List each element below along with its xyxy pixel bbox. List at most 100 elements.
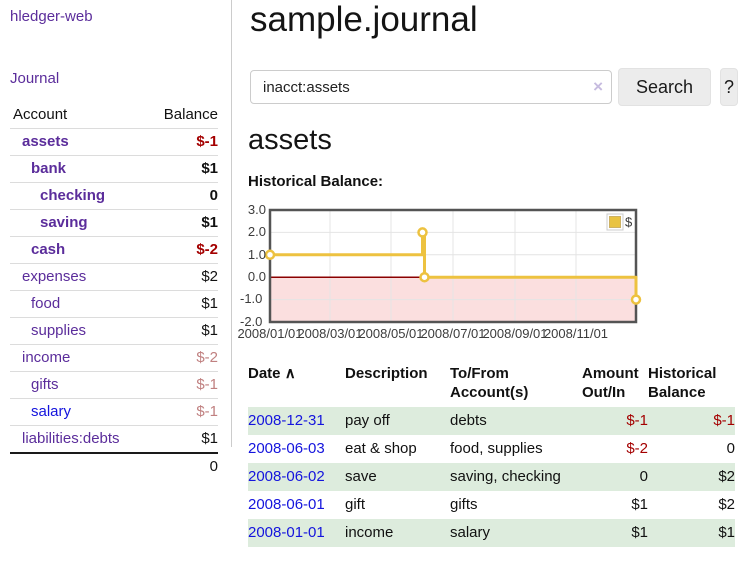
account-page-title: assets	[248, 124, 332, 156]
x-tick: 2008/09/01	[482, 326, 548, 341]
amount-column-header: Amount Out/In	[582, 365, 639, 401]
account-row: income $-2	[10, 344, 218, 372]
transaction-description: save	[345, 463, 450, 491]
sidebar-header-row: Account Balance	[10, 102, 218, 129]
app-title-link[interactable]: hledger-web	[10, 8, 93, 25]
account-row: bank $1	[10, 155, 218, 183]
account-link-cash[interactable]: cash	[31, 241, 66, 258]
account-balance: $2	[149, 263, 218, 291]
x-tick: 2008/11/01	[543, 326, 609, 341]
plot-border	[268, 208, 638, 324]
transaction-amount: 0	[582, 463, 648, 491]
transaction-description: eat & shop	[345, 440, 417, 457]
account-row: checking 0	[10, 182, 218, 210]
transaction-date-link[interactable]: 2008-12-31	[248, 412, 325, 429]
transaction-balance: $2	[648, 463, 735, 491]
x-tick: 2008/01/01	[237, 326, 303, 341]
x-tick: 2008/03/01	[297, 326, 363, 341]
transaction-amount: $-2	[626, 440, 648, 457]
x-tick: 2008/07/01	[420, 326, 486, 341]
legend-swatch	[609, 216, 621, 228]
account-balance: $-1	[149, 128, 218, 156]
transaction-description: gift	[345, 496, 366, 513]
transaction-accounts: saving, checking	[450, 463, 582, 491]
accounts-column-header: To/From Account(s)	[450, 365, 529, 401]
search-input[interactable]	[250, 70, 612, 104]
chart-legend: $	[606, 213, 633, 231]
y-tick: -1.0	[240, 291, 263, 306]
account-balance: $1	[149, 155, 218, 183]
account-link-income[interactable]: income	[22, 349, 71, 366]
chart-title: Historical Balance:	[248, 173, 384, 190]
account-balance: $1	[149, 317, 218, 345]
transaction-date-link[interactable]: 2008-06-03	[248, 440, 325, 457]
transaction-row: 2008-06-03 eat & shop food, supplies $-2…	[248, 435, 735, 463]
y-tick: -2.0	[240, 314, 263, 329]
page-title: sample.journal	[250, 0, 478, 39]
transaction-amount: $1	[631, 496, 648, 513]
description-column-header: Description	[345, 365, 428, 382]
account-link-supplies[interactable]: supplies	[31, 322, 87, 339]
transaction-accounts: food, supplies	[450, 440, 543, 457]
transaction-amount: $-1	[582, 407, 648, 435]
transaction-accounts: gifts	[450, 496, 478, 513]
sidebar-total-row: 0	[10, 453, 218, 480]
account-link-liabilities-debts[interactable]: liabilities:debts	[22, 430, 120, 447]
help-button[interactable]: ?	[720, 68, 738, 106]
transaction-row: 2008-06-02 save saving, checking 0 $2	[248, 463, 735, 491]
account-link-food[interactable]: food	[31, 295, 61, 312]
transaction-amount: $1	[582, 519, 648, 547]
sort-ascending-icon: ∧	[284, 365, 296, 382]
register-table: Date ∧ Description To/From Account(s) Am…	[248, 360, 735, 547]
transaction-description: income	[345, 519, 450, 547]
account-row: gifts $-1	[10, 371, 218, 399]
account-row: assets $-1	[10, 128, 218, 156]
y-tick: 0.0	[247, 269, 266, 284]
search-form: × Search ?	[250, 68, 738, 106]
legend-label: $	[625, 215, 633, 230]
data-point-markers	[264, 227, 642, 305]
account-balance: 0	[149, 182, 218, 210]
account-row: supplies $1	[10, 317, 218, 345]
sidebar-total-balance: 0	[209, 458, 218, 475]
account-link-expenses[interactable]: expenses	[22, 268, 87, 285]
account-balance: $-1	[149, 371, 218, 399]
account-column-header: Account	[10, 102, 150, 129]
clear-search-icon[interactable]: ×	[593, 77, 603, 96]
account-row: cash $-2	[10, 236, 218, 264]
transaction-balance: $-1	[648, 407, 735, 435]
chart-canvas: $	[264, 208, 642, 324]
historical-balance-chart: $ 3.0 2.0 1.0 0.0 -1.0 -2.0 2008/01/01 2…	[237, 202, 644, 342]
account-link-saving[interactable]: saving	[40, 214, 88, 231]
account-balance: $-2	[149, 344, 218, 372]
account-link-salary[interactable]: salary	[31, 403, 72, 420]
balance-column-header: Historical Balance	[648, 365, 717, 401]
search-button[interactable]: Search	[618, 68, 712, 106]
account-balance: $-1	[149, 398, 218, 426]
account-link-bank[interactable]: bank	[31, 160, 67, 177]
transaction-balance: 0	[726, 440, 735, 457]
sidebar-item-journal[interactable]: Journal	[10, 70, 60, 87]
account-balance: $1	[149, 290, 218, 318]
date-column-header[interactable]: Date ∧	[248, 365, 296, 382]
account-link-gifts[interactable]: gifts	[31, 376, 59, 393]
balance-column-header: Balance	[149, 102, 218, 129]
account-row: liabilities:debts $1	[10, 425, 218, 454]
y-tick: 1.0	[247, 247, 266, 262]
account-balance: $1	[149, 209, 218, 237]
transaction-date-link[interactable]: 2008-06-01	[248, 496, 325, 513]
transaction-balance: $2	[718, 496, 735, 513]
account-row: expenses $2	[10, 263, 218, 291]
y-tick: 3.0	[247, 202, 266, 217]
account-link-assets[interactable]: assets	[22, 133, 69, 150]
transaction-row: 2008-01-01 income salary $1 $1	[248, 519, 735, 547]
transaction-accounts: debts	[450, 407, 582, 435]
account-row: salary $-1	[10, 398, 218, 426]
transaction-description: pay off	[345, 407, 450, 435]
account-balance: $-2	[149, 236, 218, 264]
transaction-date-link[interactable]: 2008-06-02	[248, 468, 325, 485]
transaction-date-link[interactable]: 2008-01-01	[248, 524, 325, 541]
account-link-checking[interactable]: checking	[40, 187, 106, 204]
account-row: saving $1	[10, 209, 218, 237]
sidebar-divider	[231, 0, 232, 447]
